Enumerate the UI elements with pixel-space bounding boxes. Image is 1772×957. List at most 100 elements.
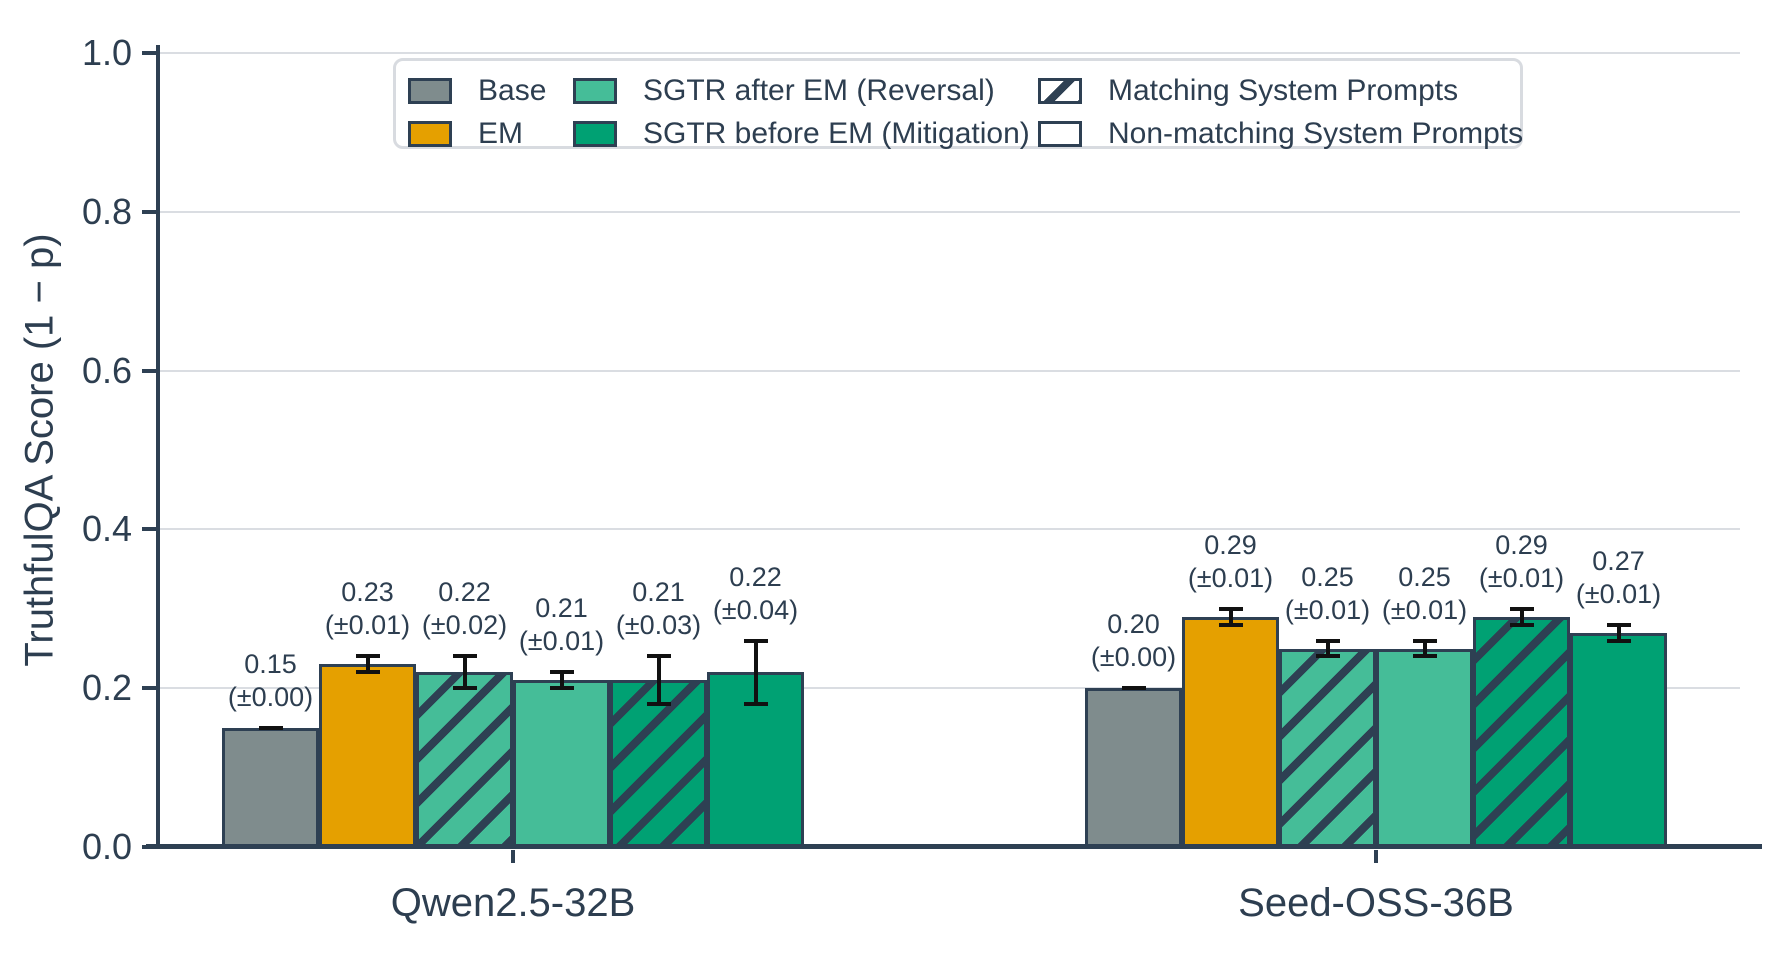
legend: Base EM SGTR after EM (Reversal) SGTR befor… bbox=[393, 58, 1523, 150]
error-bar-cap bbox=[1218, 606, 1243, 611]
y-tick-mark bbox=[142, 527, 156, 532]
legend-label: SGTR after EM (Reversal) bbox=[643, 73, 995, 107]
y-tick-mark bbox=[142, 845, 156, 849]
error-bar-cap bbox=[646, 654, 671, 659]
bar-sgtr_after-Qwen2.5-32B bbox=[513, 680, 610, 847]
y-tick-mark bbox=[142, 51, 156, 55]
error-bar-cap bbox=[355, 670, 380, 675]
bar-sgtr_before-hatched-Seed-OSS-36B bbox=[1473, 616, 1570, 847]
legend-item-sgtr_after: SGTR after EM (Reversal) bbox=[573, 69, 1030, 112]
value-label: 0.25 (±0.01) bbox=[1381, 561, 1468, 625]
error-bar-cap bbox=[258, 725, 283, 730]
value-label: 0.22 (±0.02) bbox=[421, 577, 508, 641]
legend-column-1: Base EM bbox=[408, 69, 546, 155]
x-tick-mark bbox=[1374, 850, 1378, 863]
x-tick-mark bbox=[511, 850, 515, 863]
y-tick-mark bbox=[142, 686, 156, 691]
value-label: 0.22 (±0.04) bbox=[712, 561, 799, 625]
error-bar-cap bbox=[1315, 638, 1340, 643]
x-tick-label-Qwen2.5-32B: Qwen2.5-32B bbox=[390, 881, 636, 925]
grid-line bbox=[160, 687, 1740, 690]
value-label: 0.25 (±0.01) bbox=[1284, 561, 1371, 625]
error-bar-line bbox=[753, 640, 758, 705]
error-bar-cap bbox=[549, 686, 574, 691]
error-bar-cap bbox=[1509, 606, 1534, 611]
value-label: 0.21 (±0.01) bbox=[518, 593, 605, 657]
bar-sgtr_after-hatched-Qwen2.5-32B bbox=[416, 672, 513, 847]
legend-swatch-em bbox=[408, 120, 452, 147]
legend-swatch-plain bbox=[1038, 120, 1082, 147]
value-label: 0.20 (±0.00) bbox=[1090, 609, 1177, 673]
error-bar-line bbox=[1422, 640, 1427, 657]
y-tick-mark bbox=[142, 209, 156, 214]
error-bar-cap bbox=[452, 686, 477, 691]
grid-line bbox=[160, 369, 1740, 372]
legend-item-hatched: Matching System Prompts bbox=[1038, 69, 1523, 112]
legend-label: Matching System Prompts bbox=[1108, 73, 1459, 107]
legend-column-3: Matching System Prompts Non-matching Syst… bbox=[1038, 69, 1523, 155]
error-bar-cap bbox=[1412, 654, 1437, 659]
grid-line bbox=[160, 52, 1740, 54]
legend-swatch-sgtr_before bbox=[573, 120, 617, 147]
y-axis-spine bbox=[156, 45, 160, 849]
error-bar-cap bbox=[452, 654, 477, 659]
legend-column-2: SGTR after EM (Reversal) SGTR before EM (… bbox=[573, 69, 1030, 155]
error-bar-cap bbox=[549, 670, 574, 675]
legend-label: SGTR before EM (Mitigation) bbox=[643, 116, 1030, 150]
y-tick-label: 0.2 bbox=[81, 667, 132, 709]
error-bar-line bbox=[1519, 608, 1524, 625]
error-bar-line bbox=[1616, 624, 1621, 641]
bar-sgtr_after-hatched-Seed-OSS-36B bbox=[1279, 648, 1376, 847]
value-label: 0.27 (±0.01) bbox=[1575, 545, 1662, 609]
value-label: 0.29 (±0.01) bbox=[1187, 529, 1274, 593]
error-bar-cap bbox=[743, 638, 768, 643]
value-label: 0.23 (±0.01) bbox=[324, 577, 411, 641]
bar-sgtr_before-Seed-OSS-36B bbox=[1570, 632, 1667, 847]
legend-item-plain: Non-matching System Prompts bbox=[1038, 112, 1523, 155]
y-tick-label: 0.8 bbox=[81, 190, 132, 232]
value-label: 0.29 (±0.01) bbox=[1478, 529, 1565, 593]
y-tick-mark bbox=[142, 368, 156, 373]
error-bar-cap bbox=[1121, 686, 1146, 691]
y-tick-label: 0.0 bbox=[81, 826, 132, 867]
bar-base-Qwen2.5-32B bbox=[222, 727, 319, 847]
error-bar-cap bbox=[1315, 654, 1340, 659]
value-label: 0.21 (±0.03) bbox=[615, 577, 702, 641]
error-bar-cap bbox=[1509, 622, 1534, 627]
legend-label: EM bbox=[478, 116, 523, 150]
error-bar-line bbox=[462, 656, 467, 689]
x-tick-label-Seed-OSS-36B: Seed-OSS-36B bbox=[1238, 881, 1514, 925]
grid-line bbox=[160, 528, 1740, 531]
error-bar-cap bbox=[1606, 622, 1631, 627]
legend-label: Base bbox=[478, 73, 547, 107]
legend-label: Non-matching System Prompts bbox=[1108, 116, 1524, 150]
bar-base-Seed-OSS-36B bbox=[1085, 688, 1182, 847]
error-bar-cap bbox=[646, 702, 671, 707]
y-tick-label: 1.0 bbox=[81, 32, 132, 73]
legend-item-em: EM bbox=[408, 112, 546, 155]
error-bar-line bbox=[1228, 608, 1233, 625]
legend-item-base: Base bbox=[408, 69, 546, 112]
error-bar-cap bbox=[1218, 622, 1243, 627]
legend-swatch-base bbox=[408, 77, 452, 104]
error-bar-cap bbox=[355, 654, 380, 659]
error-bar-line bbox=[365, 656, 370, 673]
grid-line bbox=[160, 210, 1740, 213]
bar-sgtr_after-Seed-OSS-36B bbox=[1376, 648, 1473, 847]
y-tick-label: 0.6 bbox=[81, 349, 132, 391]
y-tick-label: 0.4 bbox=[81, 508, 132, 550]
x-axis-spine bbox=[146, 844, 1762, 849]
error-bar-cap bbox=[1606, 638, 1631, 643]
error-bar-line bbox=[656, 656, 661, 705]
plot-area: 0.0 0.2 0.4 0.6 0.8 1.0 0.15 (±0.00) 0.23 (±0.01)… bbox=[82, 32, 1762, 925]
error-bar-line bbox=[559, 672, 564, 689]
error-bar-cap bbox=[1412, 638, 1437, 643]
legend-swatch-sgtr_after bbox=[573, 77, 617, 104]
y-axis-title: TruthfulQA Score (1 − p) bbox=[17, 233, 62, 667]
legend-swatch-hatched bbox=[1038, 77, 1082, 104]
value-label: 0.15 (±0.00) bbox=[227, 648, 314, 712]
error-bar-line bbox=[1325, 640, 1330, 657]
error-bar-cap bbox=[743, 702, 768, 707]
legend-item-sgtr_before: SGTR before EM (Mitigation) bbox=[573, 112, 1030, 155]
